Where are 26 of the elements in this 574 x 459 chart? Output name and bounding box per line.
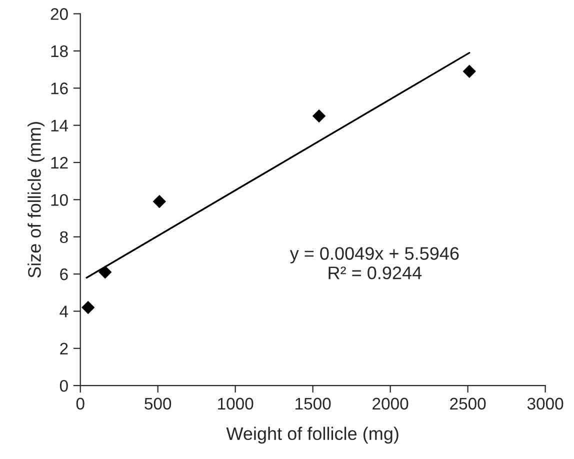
- x-tick-label: 2000: [372, 398, 408, 410]
- point: [312, 109, 326, 123]
- y-tick-label: 16: [51, 82, 68, 94]
- point: [152, 194, 166, 208]
- x-axis-title: Weight of follicle (mg): [226, 426, 398, 444]
- x-tick-label: 2500: [450, 398, 486, 410]
- y-tick-label: 20: [50, 8, 68, 20]
- x-tick-label: 1500: [296, 398, 331, 410]
- y-tick-label: 12: [51, 156, 68, 169]
- y-tick-label: 10: [51, 194, 68, 206]
- x-tick-label: 500: [144, 398, 172, 410]
- y-tick-label: 6: [60, 268, 68, 280]
- point: [98, 266, 112, 279]
- point: [82, 300, 95, 314]
- y-tick-label: 14: [51, 120, 68, 132]
- x-tick-label: 0: [76, 398, 84, 410]
- y-tick-label: 2: [60, 342, 68, 354]
- x-tick-label: 3000: [527, 398, 564, 410]
- y-axis-title: Size of follicle (mm): [28, 122, 44, 278]
- y-tick-label: 4: [60, 306, 68, 318]
- annotation: y = 0.0049x + 5.5946 R² = 0.9244: [290, 247, 459, 280]
- y-tick-label: 0: [60, 380, 68, 392]
- y-tick-label: 8: [60, 231, 68, 244]
- y-tick-label: 18: [51, 45, 68, 58]
- x-tick-label: 1000: [218, 398, 254, 410]
- point: [462, 64, 476, 78]
